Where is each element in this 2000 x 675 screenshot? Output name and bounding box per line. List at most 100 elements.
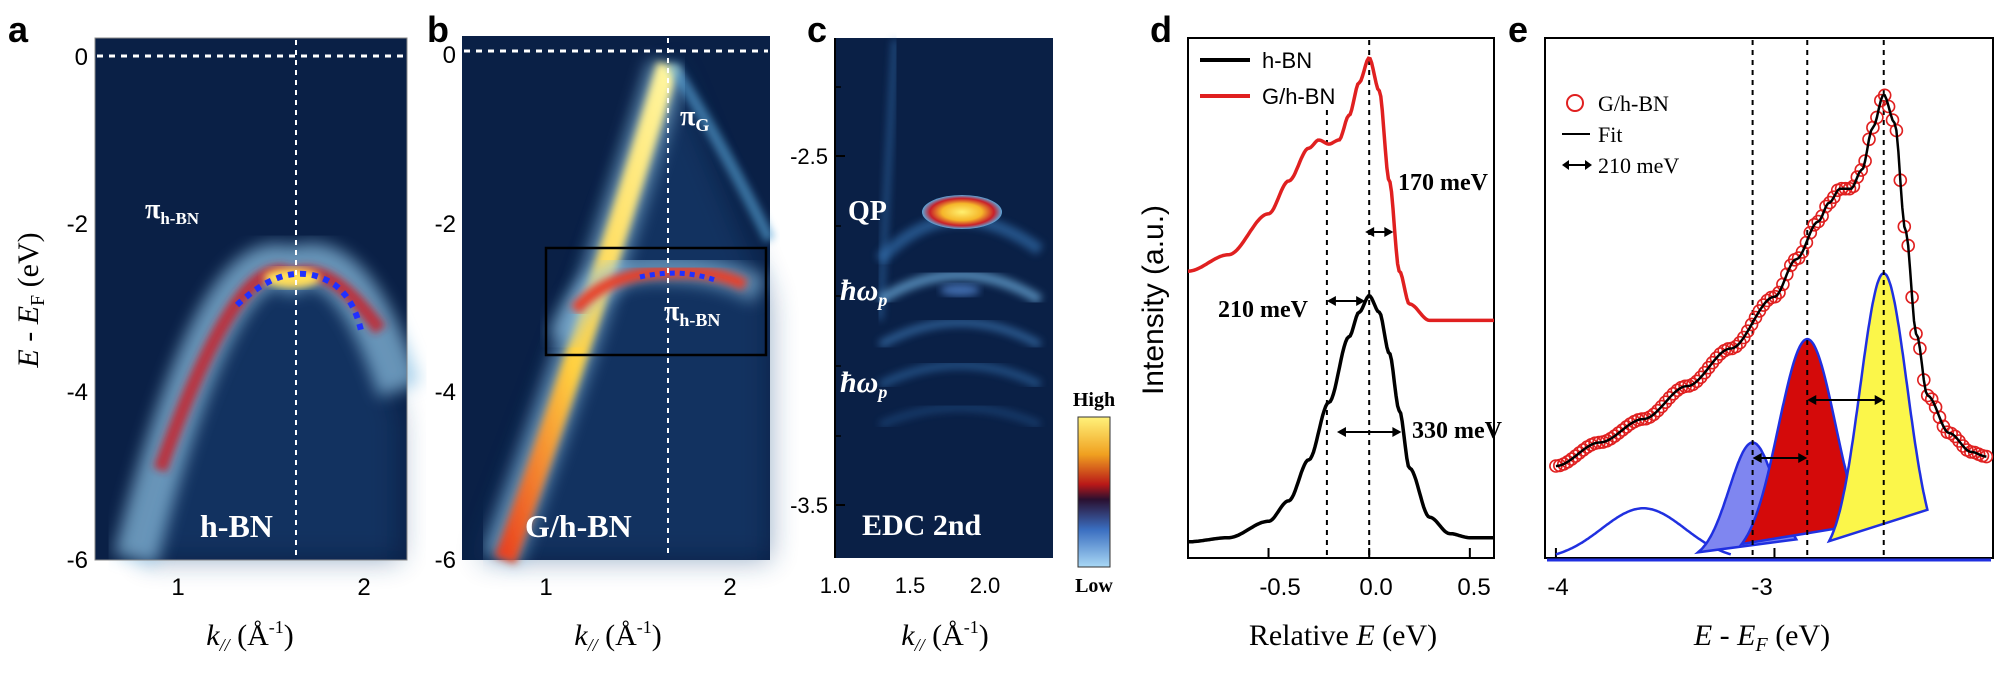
fit-peak-4 — [1826, 272, 1929, 544]
y-ticks-a: 0 -2 -4 -6 — [67, 44, 88, 574]
x-ticks-e: -4 -3 — [1547, 574, 1772, 601]
arrow-170 — [1365, 227, 1394, 237]
data-point — [1772, 285, 1786, 300]
label-pi-hbn: πh-BN — [145, 194, 200, 228]
label-pi-g: πG — [680, 101, 709, 135]
data-point — [1744, 317, 1759, 332]
qp-peak — [922, 195, 1002, 229]
plasmon-1-core — [940, 284, 980, 296]
panel-c: c QP ħωp ħωp EDC 2nd -2.5 -3.5 1.0 — [790, 9, 1115, 655]
arrow-330 — [1336, 427, 1402, 437]
colorbar-high: High — [1073, 389, 1115, 411]
arrow-210-right — [1807, 395, 1884, 405]
colorbar-low: Low — [1075, 575, 1113, 597]
fit-peak-3 — [1738, 337, 1864, 546]
legend-arrow — [1562, 160, 1592, 170]
ytick: -2 — [435, 211, 456, 238]
arc-plasmon-3 — [878, 361, 1042, 389]
data-point — [1979, 449, 1994, 464]
legend-label-fit: Fit — [1598, 122, 1622, 147]
legend-label-hbn: h-BN — [1262, 48, 1312, 73]
data-point — [1709, 351, 1724, 365]
label-hwp-2: ħωp — [840, 366, 887, 402]
data-point — [1748, 310, 1763, 325]
xtick: 1.0 — [820, 573, 851, 598]
fit-peak-1 — [1555, 507, 1732, 556]
xtick: -3 — [1751, 574, 1772, 601]
xtick: 1.5 — [895, 573, 926, 598]
x-axis-label-a: k// (Å-1) — [206, 617, 294, 655]
data-point — [1705, 355, 1720, 370]
label-pi-hbn-b: πh-BN — [664, 296, 720, 330]
panel-letter-d: d — [1150, 9, 1172, 50]
data-points-ghbn — [1549, 88, 1994, 473]
x-ticks-a: 1 2 — [171, 574, 370, 601]
data-point — [1932, 410, 1947, 425]
panel-letter-c: c — [807, 9, 827, 50]
arc-plasmon-2 — [878, 318, 1042, 349]
colorbar — [1077, 416, 1111, 568]
xtick: 2.0 — [970, 573, 1001, 598]
data-point — [1807, 218, 1821, 232]
fit-curve — [1555, 93, 1987, 468]
graphene-band — [494, 61, 679, 564]
label-hwp-1: ħωp — [840, 274, 887, 310]
graphene-band-right — [666, 61, 776, 243]
xtick: -0.5 — [1259, 574, 1300, 601]
y-ticks-c: -2.5 -3.5 — [790, 144, 828, 518]
data-point — [1662, 390, 1677, 405]
xtick: 0.5 — [1457, 574, 1490, 601]
panel-a: a πh-BN h-BN 0 -2 -4 -6 E - EF (eV) 1 — [8, 9, 421, 655]
label-qp: QP — [848, 196, 887, 227]
data-point — [1795, 245, 1810, 259]
band-halo — [140, 267, 400, 560]
data-point — [1693, 370, 1708, 385]
data-point — [1654, 399, 1669, 414]
panel-letter-a: a — [8, 9, 29, 50]
arrow-210 — [1326, 296, 1366, 306]
data-point — [1819, 199, 1833, 214]
y-ticks-b: 0 -2 -4 -6 — [435, 42, 456, 574]
xtick: 2 — [723, 574, 736, 601]
ytick: -3.5 — [790, 493, 828, 518]
y-axis-label-d: Intensity (a.u.) — [1137, 205, 1170, 395]
sample-label-a: h-BN — [200, 508, 273, 544]
data-point — [1870, 110, 1884, 125]
x-axis-label-e: E - EF (eV) — [1693, 619, 1830, 656]
hbn-band — [570, 265, 748, 315]
ytick: -4 — [67, 379, 88, 406]
x-ticks-b: 1 2 — [539, 574, 736, 601]
data-point — [1924, 392, 1939, 407]
ytick: -6 — [67, 547, 88, 574]
ytick: -6 — [435, 547, 456, 574]
series-h-bn — [1188, 294, 1494, 544]
legend-label-e-ghbn: G/h-BN — [1598, 91, 1669, 116]
arrow-210-left — [1752, 453, 1808, 463]
legend-marker-ghbn — [1566, 94, 1584, 112]
data-point — [1670, 383, 1685, 398]
ytick: 0 — [75, 44, 88, 71]
xtick: 1 — [171, 574, 184, 601]
series-g-h-bn — [1187, 56, 1494, 323]
zoom-region-box — [544, 246, 768, 357]
data-point — [1854, 163, 1868, 177]
data-point — [1944, 426, 1958, 441]
panel-d-frame — [1187, 37, 1495, 559]
arc-plasmon-4 — [878, 404, 1042, 429]
data-point — [1780, 267, 1794, 282]
legend-label-ghbn: G/h-BN — [1262, 84, 1335, 109]
data-point — [1740, 324, 1755, 339]
data-point — [1658, 395, 1673, 410]
data-point — [1920, 388, 1935, 403]
data-point — [1768, 289, 1782, 304]
annot-210: 210 meV — [1218, 297, 1309, 323]
ytick: -2 — [67, 211, 88, 238]
data-point — [1760, 293, 1775, 308]
panel-letter-e: e — [1508, 9, 1528, 50]
legend-label-210: 210 meV — [1598, 153, 1679, 178]
panel-e: e G/h-BN Fit 210 meV -4 -3 E - EF (eV) — [1508, 9, 1994, 656]
data-point — [1803, 225, 1818, 240]
xtick: 2 — [357, 574, 370, 601]
panel-c-image — [835, 38, 1053, 558]
arc-plasmon-1 — [877, 270, 1043, 305]
